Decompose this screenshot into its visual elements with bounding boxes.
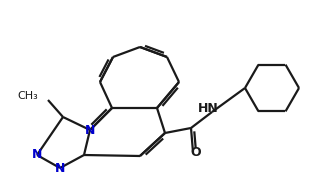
Text: N: N [55, 161, 65, 175]
Text: N: N [32, 149, 42, 161]
Text: HN: HN [198, 101, 218, 115]
Text: CH₃: CH₃ [17, 91, 38, 101]
Text: O: O [191, 146, 201, 159]
Text: N: N [85, 124, 95, 137]
